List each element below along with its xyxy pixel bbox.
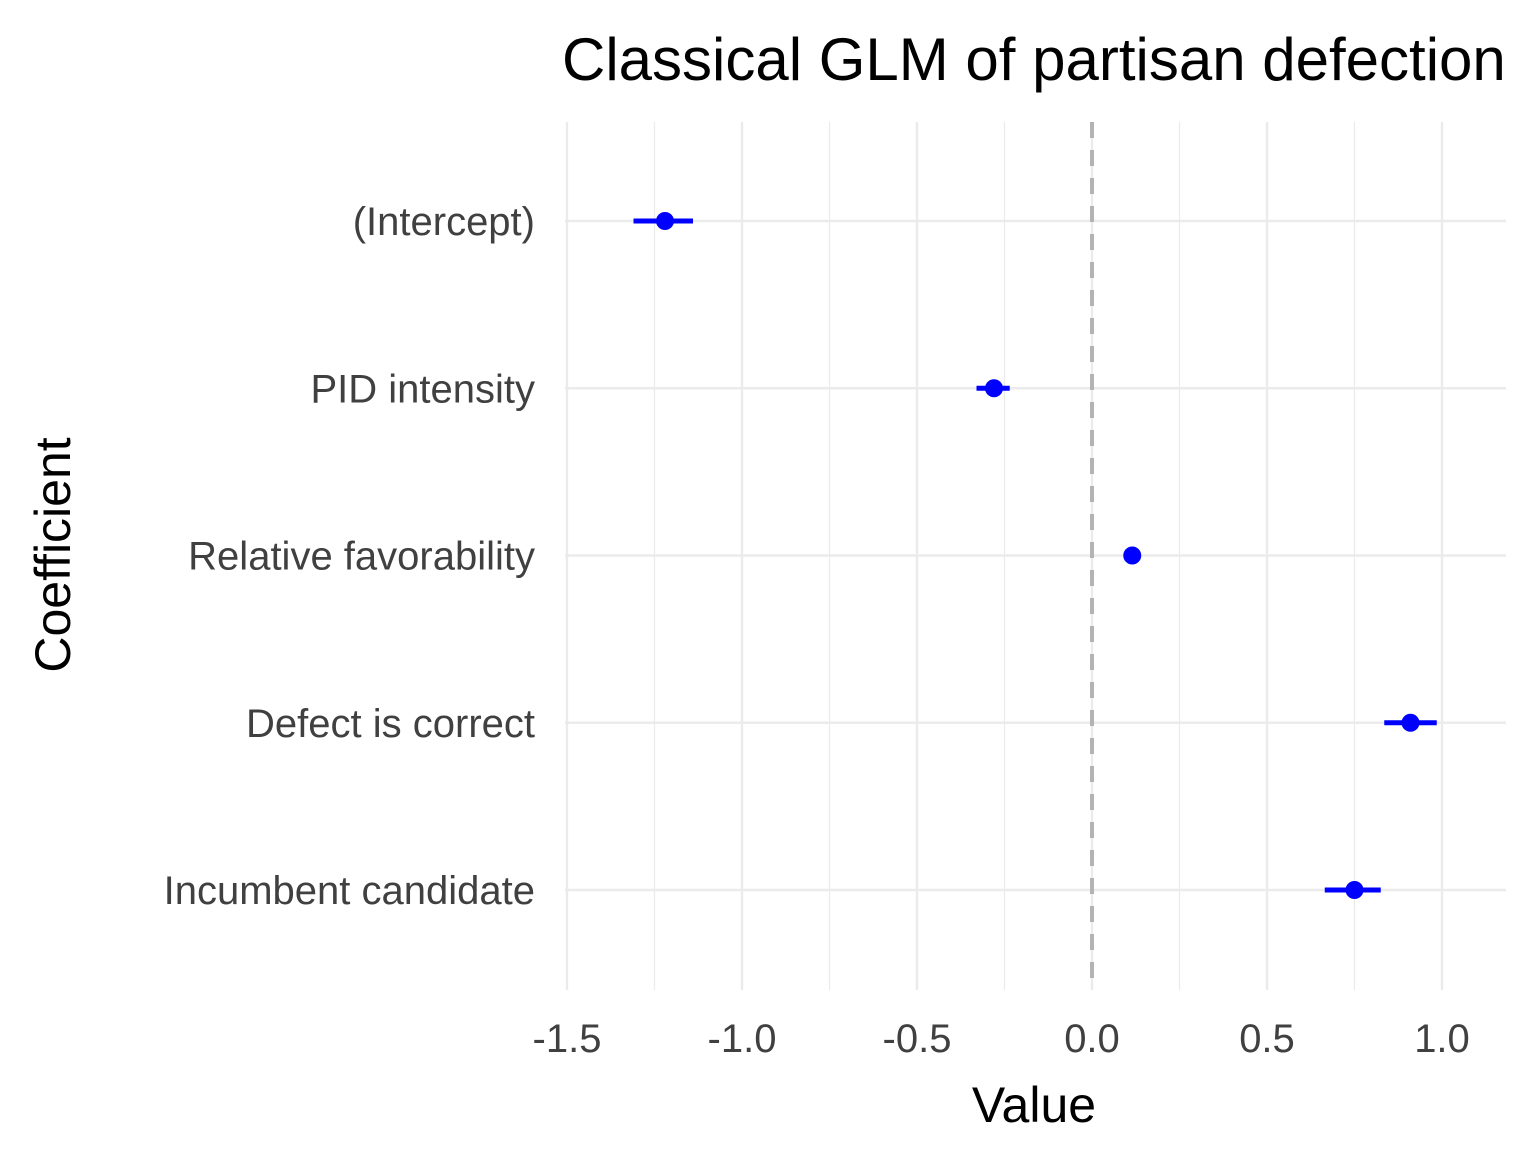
x-tick-label: -0.5 <box>883 1017 952 1061</box>
estimate-point <box>985 379 1003 398</box>
x-tick-label: 0.5 <box>1239 1017 1295 1061</box>
y-tick-label: Relative favorability <box>188 535 535 579</box>
estimate-point <box>1345 881 1364 899</box>
x-tick-labels: -1.5 -1.0 -0.5 0.0 0.5 1.0 <box>533 1017 1470 1061</box>
y-tick-labels: (Intercept) PID intensity Relative favorab… <box>164 200 535 913</box>
estimate-point <box>656 212 674 230</box>
estimate-point <box>1401 713 1420 732</box>
y-tick-label: (Intercept) <box>353 200 535 244</box>
grid-layer <box>565 122 1506 990</box>
y-tick-label: Incumbent candidate <box>164 869 535 913</box>
marks-layer <box>633 212 1437 899</box>
x-axis-title: Value <box>972 1077 1096 1133</box>
x-tick-label: -1.5 <box>533 1017 602 1061</box>
x-tick-label: -1.0 <box>708 1017 777 1061</box>
x-tick-label: 0.0 <box>1064 1017 1120 1061</box>
y-tick-label: PID intensity <box>310 367 535 411</box>
x-tick-label: 1.0 <box>1414 1017 1470 1061</box>
y-tick-label: Defect is correct <box>246 702 535 746</box>
estimate-point <box>1123 546 1142 565</box>
chart-title: Classical GLM of partisan defection <box>562 26 1506 93</box>
y-axis-title: Coefficient <box>25 437 81 672</box>
